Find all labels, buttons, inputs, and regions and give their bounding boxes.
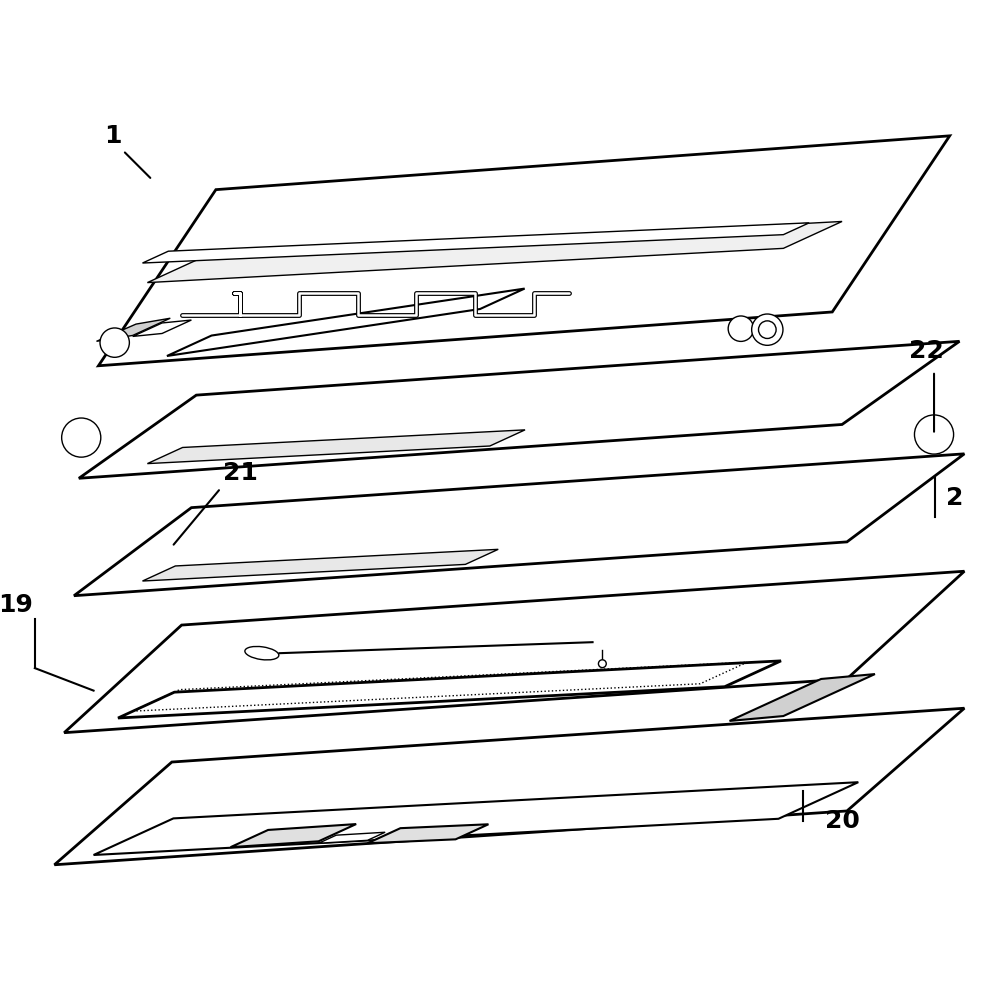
Polygon shape bbox=[142, 223, 809, 263]
Polygon shape bbox=[319, 833, 385, 843]
Text: 20: 20 bbox=[825, 809, 859, 833]
Circle shape bbox=[62, 418, 101, 457]
Circle shape bbox=[752, 314, 783, 345]
Polygon shape bbox=[142, 549, 498, 581]
Polygon shape bbox=[98, 136, 950, 366]
Text: 22: 22 bbox=[909, 339, 944, 364]
Polygon shape bbox=[167, 289, 525, 356]
Polygon shape bbox=[54, 708, 964, 865]
Polygon shape bbox=[231, 824, 356, 847]
Text: 21: 21 bbox=[223, 461, 258, 486]
Circle shape bbox=[100, 328, 129, 357]
Polygon shape bbox=[74, 454, 964, 596]
Polygon shape bbox=[64, 571, 964, 732]
Text: 2: 2 bbox=[946, 486, 963, 510]
Polygon shape bbox=[79, 341, 959, 479]
Ellipse shape bbox=[245, 647, 279, 660]
Text: 1: 1 bbox=[104, 124, 122, 147]
Polygon shape bbox=[96, 318, 170, 341]
Polygon shape bbox=[730, 674, 875, 721]
Circle shape bbox=[598, 660, 606, 667]
Polygon shape bbox=[147, 221, 842, 282]
Polygon shape bbox=[147, 430, 525, 464]
Circle shape bbox=[914, 415, 954, 454]
Polygon shape bbox=[94, 782, 858, 855]
Circle shape bbox=[728, 316, 754, 341]
Polygon shape bbox=[133, 320, 191, 336]
Text: 19: 19 bbox=[0, 593, 33, 616]
Polygon shape bbox=[118, 661, 781, 718]
Polygon shape bbox=[368, 825, 488, 843]
Circle shape bbox=[759, 320, 776, 338]
